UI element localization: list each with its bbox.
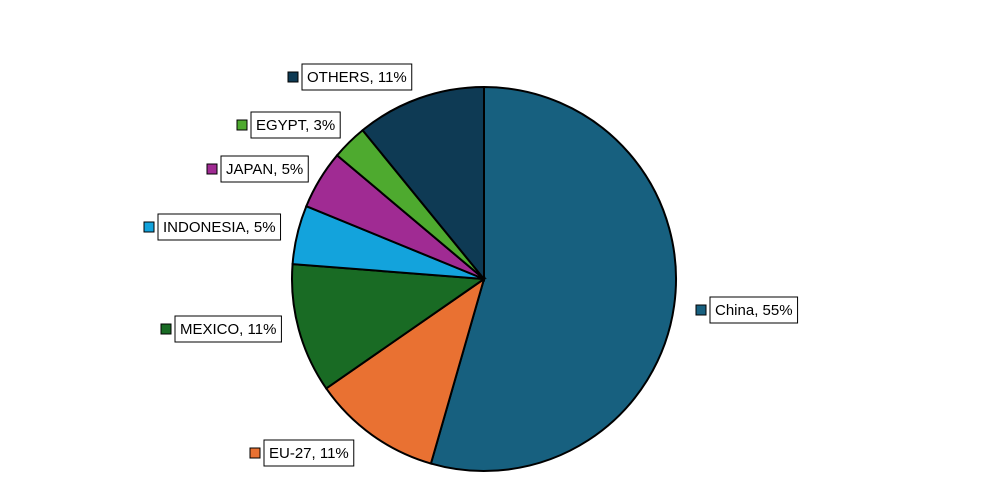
legend-swatch [695,304,707,316]
legend-swatch [287,71,299,83]
legend-swatch [236,119,248,131]
legend-swatch [143,221,155,233]
data-label-japan: JAPAN, 5% [206,155,309,183]
label-text: China, 55% [715,302,793,319]
label-text: EU-27, 11% [269,445,349,462]
label-text: JAPAN, 5% [226,161,303,178]
pie-slice-eu-27 [324,276,486,465]
label-box [709,296,799,324]
legend-swatch [249,447,261,459]
label-text: MEXICO, 11% [180,321,276,338]
pie-slices [291,85,677,472]
label-text: OTHERS, 11% [307,69,407,86]
legend-swatch [160,323,172,335]
label-box [301,63,413,91]
data-label-others: OTHERS, 11% [287,63,413,91]
legend-swatch [206,163,218,175]
data-label-indonesia: INDONESIA, 5% [143,213,282,241]
label-text: INDONESIA, 5% [163,219,276,236]
data-label-egypt: EGYPT, 3% [236,111,341,139]
pie-slice-others [361,85,485,282]
data-label-china: China, 55% [695,296,799,324]
label-box [263,439,355,467]
label-text: EGYPT, 3% [256,117,335,134]
data-label-mexico: MEXICO, 11% [160,315,282,343]
label-box [250,111,341,139]
pie-slice-china [429,85,677,472]
label-box [174,315,282,343]
data-labels: China, 55% EU-27, 11% MEXICO, 11% INDONESIA… [143,63,799,467]
label-box [220,155,309,183]
label-box [157,213,282,241]
pie-slice-mexico [291,263,487,390]
data-label-eu-27: EU-27, 11% [249,439,355,467]
